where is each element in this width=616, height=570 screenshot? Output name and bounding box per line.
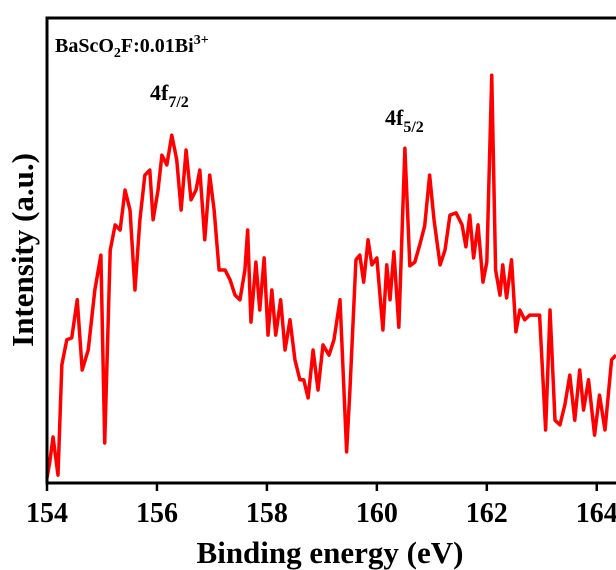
y-axis-label: Intensity (a.u.) <box>5 153 40 347</box>
x-tick-label: 162 <box>466 498 508 529</box>
x-tick-label: 154 <box>26 498 68 529</box>
x-axis-label: Binding energy (eV) <box>197 535 464 570</box>
x-tick-label: 164 <box>576 498 616 529</box>
plot-frame <box>45 16 616 485</box>
peak-annotation: 4f5/2 <box>385 105 424 136</box>
spectrum-line <box>45 73 616 479</box>
x-tick-label: 158 <box>246 498 288 529</box>
peak-annotation: 4f7/2 <box>150 80 189 111</box>
chart-title: BaScO2F:0.01Bi3+ <box>55 33 209 61</box>
x-tick-label: 160 <box>356 498 398 529</box>
x-tick-label: 156 <box>136 498 178 529</box>
